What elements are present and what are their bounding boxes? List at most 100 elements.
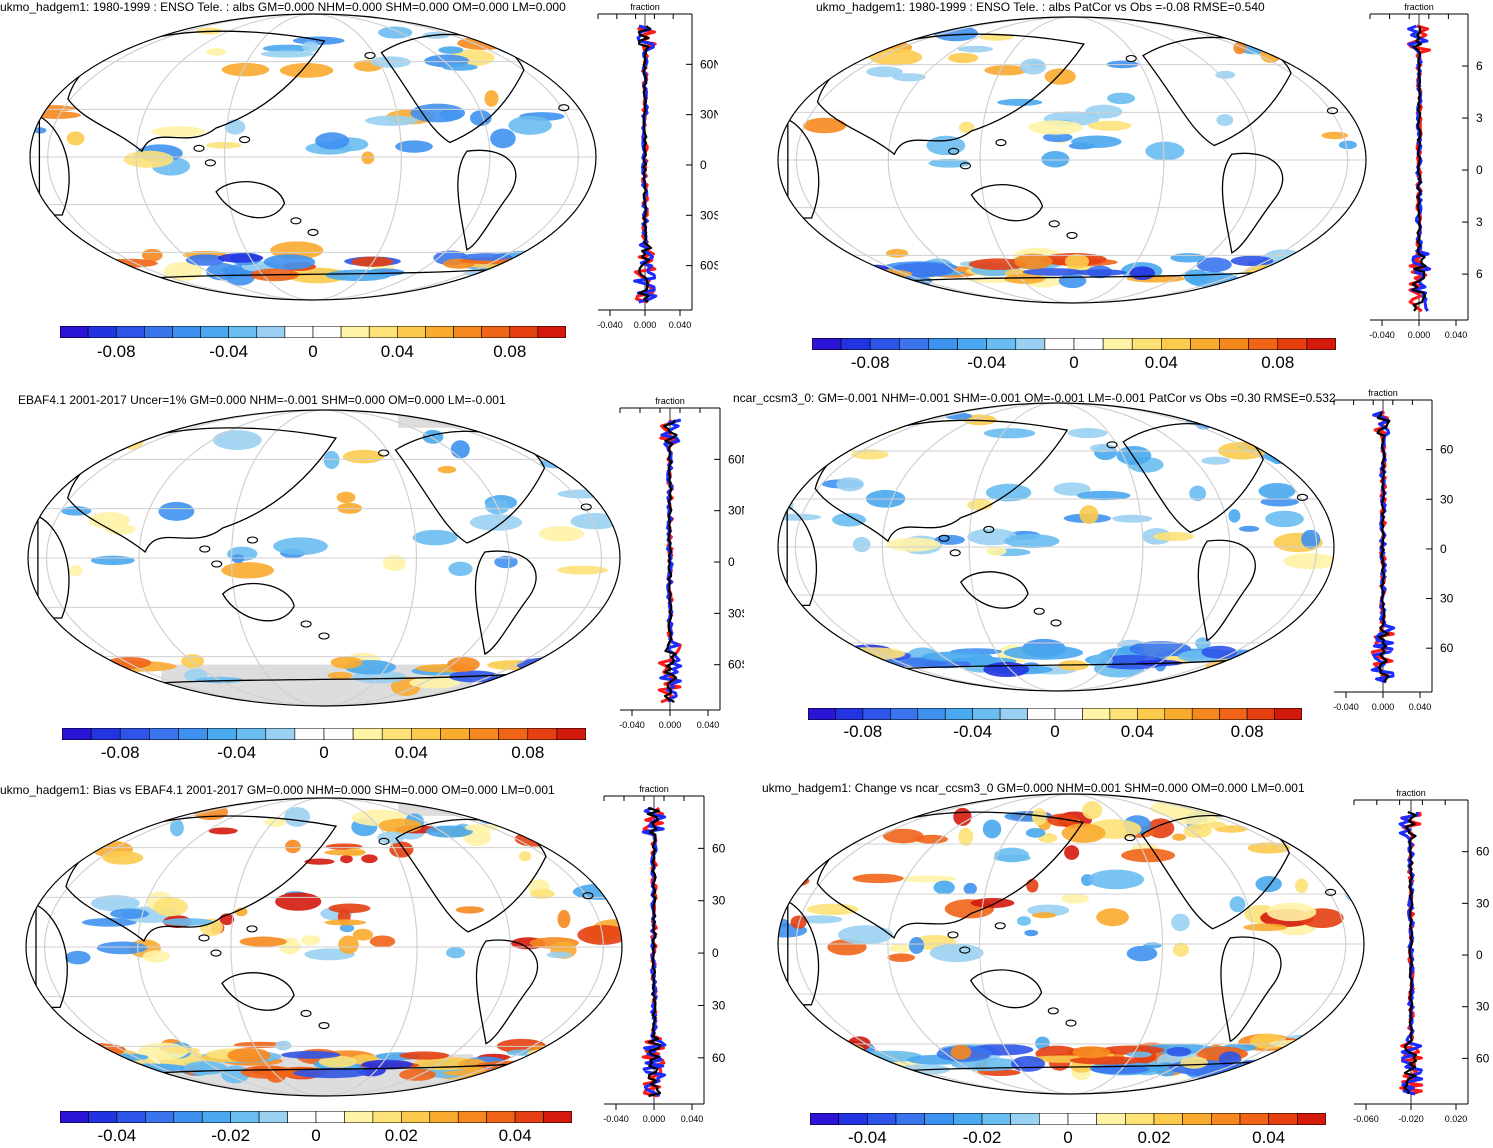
colorbar-tick-label: 0.04 xyxy=(1120,722,1154,741)
zonal-mean-line xyxy=(1403,810,1417,1095)
panel-1-colorbar xyxy=(60,326,566,338)
zonal-y-tick-label: 30N xyxy=(728,504,744,518)
colorbar-tick-label: -0.08 xyxy=(843,722,883,741)
zonal-y-tick-label: 60 xyxy=(1476,1051,1490,1065)
panel-4-map xyxy=(777,402,1335,692)
colorbar-tick-label: -0.04 xyxy=(97,1126,137,1145)
zonal-x-tick-label: 0.040 xyxy=(1409,702,1432,712)
zonal-y-tick-label: 30S xyxy=(1440,592,1454,606)
zonal-x-tick-label: 0.040 xyxy=(1445,330,1468,340)
panel-5-title: ukmo_hadgem1: Bias vs EBAF4.1 2001-2017 … xyxy=(0,783,555,797)
colorbar-tick-label: 0 xyxy=(1063,1128,1073,1147)
zonal-axis-label: fraction xyxy=(1404,2,1434,12)
panel-3-zonal-mean-plot: fraction 60N 30N 0 30S 60S -0.040 0.000 0.040 xyxy=(619,396,744,730)
colorbar-tick-label: 0.04 xyxy=(1252,1128,1286,1147)
colorbar-tick-label: 0.04 xyxy=(380,342,414,361)
zonal-axis-label: fraction xyxy=(630,2,660,12)
zonal-y-tick-label: 60 xyxy=(1476,845,1490,859)
panel-1-title: ukmo_hadgem1: 1980-1999 : ENSO Tele. : a… xyxy=(0,0,566,14)
panel-6-colorbar xyxy=(810,1113,1326,1125)
colorbar-tick-label: -0.04 xyxy=(967,353,1007,372)
panel-6-title: ukmo_hadgem1: Change vs ncar_ccsm3_0 GM=… xyxy=(762,781,1305,795)
zonal-y-tick-label: 0 xyxy=(1476,163,1483,177)
zonal-axis-label: fraction xyxy=(1368,388,1398,398)
zonal-x-tick-label: -0.040 xyxy=(1333,702,1359,712)
zonal-x-tick-label: -0.040 xyxy=(597,320,623,330)
zonal-mean-line xyxy=(646,806,662,1098)
zonal-y-tick-label: 30 xyxy=(1476,896,1490,910)
zonal-y-tick-label: 3 xyxy=(1476,111,1483,125)
panel-5-map xyxy=(25,797,623,1097)
panel-1-map xyxy=(29,13,597,301)
colorbar-tick-label: 0.08 xyxy=(1261,353,1295,372)
colorbar-tick-label: -0.04 xyxy=(847,1128,887,1147)
zonal-y-tick-label: 30N xyxy=(712,894,726,908)
zonal-y-tick-label: 60S xyxy=(700,259,718,273)
panel-3-map xyxy=(27,409,621,707)
panel-2-colorbar xyxy=(812,338,1336,350)
zonal-axis-label: fraction xyxy=(655,396,685,406)
colorbar-tick-label: -0.04 xyxy=(209,342,249,361)
zonal-y-tick-label: 0 xyxy=(1476,948,1483,962)
zonal-y-tick-label: 30N xyxy=(1440,492,1454,506)
zonal-x-tick-label: -0.040 xyxy=(603,1114,629,1122)
zonal-y-tick-label: 60S xyxy=(712,1051,726,1065)
zonal-x-tick-label: 0.000 xyxy=(659,720,682,730)
panel-6-zonal-mean-plot: fraction 60 30 0 30 60 -0.060 -0.020 0.020 xyxy=(1353,788,1490,1122)
zonal-x-tick-label: -0.060 xyxy=(1353,1114,1379,1122)
zonal-y-tick-label: 0 xyxy=(700,158,707,172)
colorbar-tick-label: 0.08 xyxy=(511,743,545,762)
zonal-y-tick-label: 60S xyxy=(1440,641,1454,655)
zonal-y-tick-label: 0 xyxy=(712,946,719,960)
zonal-y-tick-label: 30N xyxy=(700,108,718,122)
zonal-y-tick-label: 3 xyxy=(1476,215,1483,229)
colorbar-tick-label: 0.02 xyxy=(384,1126,418,1145)
panel-1-zonal-mean-plot: fraction 60N 30N 0 30S 60S -0.040 0.000 0.040 xyxy=(597,2,718,330)
panel-2-title: ukmo_hadgem1: 1980-1999 : ENSO Tele. : a… xyxy=(816,0,1265,14)
zonal-y-tick-label: 30 xyxy=(1476,1000,1490,1014)
zonal-mean-line xyxy=(1376,411,1391,683)
zonal-y-tick-label: 6 xyxy=(1476,267,1483,281)
panel-4-title: ncar_ccsm3_0: GM=-0.001 NHM=-0.001 SHM=-… xyxy=(733,391,1336,405)
colorbar-tick-label: 0.02 xyxy=(1137,1128,1171,1147)
colorbar-tick-label: 0 xyxy=(319,743,329,762)
colorbar-tick-label: -0.02 xyxy=(962,1128,1002,1147)
colorbar-tick-label: 0.04 xyxy=(498,1126,532,1145)
zonal-y-tick-label: 60N xyxy=(728,452,744,466)
zonal-x-tick-label: 0.020 xyxy=(1445,1114,1468,1122)
colorbar-tick-label: -0.08 xyxy=(850,353,890,372)
zonal-x-tick-label: -0.020 xyxy=(1398,1114,1424,1122)
panel-4-colorbar xyxy=(808,708,1302,720)
zonal-x-tick-label: 0.040 xyxy=(681,1114,704,1122)
colorbar-tick-label: 0 xyxy=(311,1126,321,1145)
zonal-x-tick-label: 0.040 xyxy=(669,320,692,330)
zonal-x-tick-label: 0.000 xyxy=(643,1114,666,1122)
zonal-x-tick-label: -0.040 xyxy=(619,720,645,730)
panel-5-zonal-mean-plot: fraction 60N 30N 0 30S 60S -0.040 0.000 0.040 xyxy=(603,784,726,1122)
colorbar-tick-label: 0 xyxy=(1050,722,1060,741)
zonal-x-tick-label: 0.000 xyxy=(1372,702,1395,712)
zonal-x-tick-label: 0.000 xyxy=(634,320,657,330)
zonal-axis-label: fraction xyxy=(1396,788,1426,798)
panel-3-title: EBAF4.1 2001-2017 Uncer=1% GM=0.000 NHM=… xyxy=(18,393,506,407)
zonal-mean-line xyxy=(663,419,678,703)
zonal-y-tick-label: 0 xyxy=(1440,542,1447,556)
colorbar-tick-label: 0 xyxy=(1069,353,1079,372)
zonal-y-tick-label: 60S xyxy=(728,658,744,672)
colorbar-tick-label: -0.04 xyxy=(217,743,257,762)
zonal-y-tick-label: 30S xyxy=(700,208,718,222)
panel-4-zonal-mean-plot: fraction 60N 30N 0 30S 60S -0.040 0.000 0.040 xyxy=(1333,388,1454,712)
panel-6-map xyxy=(777,793,1365,1095)
zonal-y-tick-label: 0 xyxy=(728,555,735,569)
colorbar-tick-label: 0 xyxy=(308,342,318,361)
colorbar-tick-label: 0.08 xyxy=(493,342,527,361)
panel-2-zonal-mean-plot: fraction 6 3 0 3 6 -0.040 0.000 0.040 xyxy=(1369,2,1483,340)
colorbar-tick-label: -0.08 xyxy=(96,342,136,361)
colorbar-tick-label: -0.02 xyxy=(211,1126,251,1145)
colorbar-tick-label: 0.08 xyxy=(1230,722,1264,741)
panel-3-colorbar xyxy=(62,728,586,740)
colorbar-tick-label: 0.04 xyxy=(1144,353,1178,372)
colorbar-tick-label: -0.04 xyxy=(953,722,993,741)
zonal-axis-label: fraction xyxy=(639,784,669,794)
zonal-y-tick-label: 60N xyxy=(712,841,726,855)
